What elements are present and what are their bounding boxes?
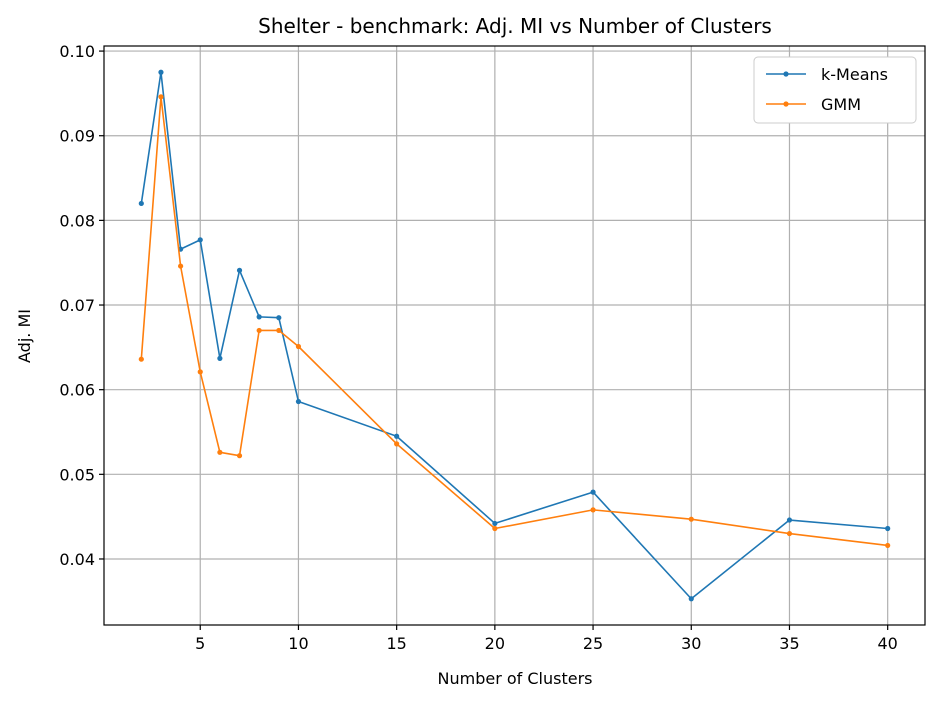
y-tick-label: 0.05 — [59, 465, 95, 484]
data-point-gmm — [178, 263, 184, 269]
data-point-k-means — [158, 69, 164, 75]
x-axis: 5 10 15 20 25 30 35 40 — [195, 625, 898, 653]
y-tick-label: 0.10 — [59, 42, 95, 61]
x-tick-label: 10 — [288, 634, 308, 653]
data-point-k-means — [256, 314, 262, 320]
data-point-k-means — [394, 433, 400, 439]
y-tick-label: 0.07 — [59, 296, 95, 315]
data-point-k-means — [236, 267, 243, 273]
y-tick-label: 0.08 — [59, 211, 95, 230]
legend: k-Means GMM — [753, 56, 917, 124]
data-point-k-means — [885, 525, 891, 532]
x-axis-title: Number of Clusters — [438, 669, 593, 688]
data-point-gmm — [276, 327, 282, 334]
data-point-k-means — [786, 517, 793, 523]
series-layer — [138, 69, 891, 602]
data-point-k-means — [276, 315, 282, 321]
data-point-k-means — [295, 398, 302, 405]
data-point-gmm — [197, 369, 203, 375]
data-point-gmm — [492, 525, 498, 532]
legend-marker-kmeans — [783, 71, 789, 77]
data-point-gmm — [885, 542, 891, 549]
data-point-k-means — [217, 355, 223, 361]
x-tick-label: 35 — [779, 634, 799, 653]
legend-label-kmeans: k-Means — [821, 65, 888, 84]
data-point-gmm — [295, 343, 302, 350]
y-tick-label: 0.06 — [59, 381, 95, 400]
data-point-gmm — [217, 449, 223, 455]
x-tick-label: 25 — [583, 634, 603, 653]
legend-label-gmm: GMM — [821, 95, 861, 114]
chart-title: Shelter - benchmark: Adj. MI vs Number o… — [258, 14, 772, 38]
y-axis-title: Adj. MI — [15, 309, 34, 363]
data-point-gmm — [590, 507, 596, 513]
y-tick-label: 0.09 — [59, 127, 95, 146]
data-point-gmm — [688, 516, 694, 522]
data-point-k-means — [688, 596, 694, 602]
x-tick-label: 15 — [386, 634, 406, 653]
data-point-gmm — [138, 356, 144, 362]
y-tick-label: 0.04 — [59, 550, 95, 569]
data-point-gmm — [158, 94, 164, 100]
data-point-gmm — [236, 453, 243, 459]
data-point-gmm — [394, 441, 400, 447]
data-point-gmm — [256, 327, 262, 334]
x-tick-label: 40 — [878, 634, 898, 653]
x-tick-label: 30 — [681, 634, 701, 653]
grid — [104, 46, 925, 625]
data-point-gmm — [786, 530, 793, 537]
x-tick-label: 20 — [485, 634, 505, 653]
data-point-k-means — [590, 489, 596, 495]
y-axis: 0.04 0.05 0.06 0.07 0.08 0.09 0.10 — [59, 42, 104, 569]
plot-frame — [103, 45, 926, 626]
data-point-k-means — [138, 200, 144, 207]
x-tick-label: 5 — [195, 634, 205, 653]
data-point-k-means — [492, 520, 498, 527]
data-point-k-means — [197, 237, 203, 243]
legend-marker-gmm — [783, 101, 789, 107]
